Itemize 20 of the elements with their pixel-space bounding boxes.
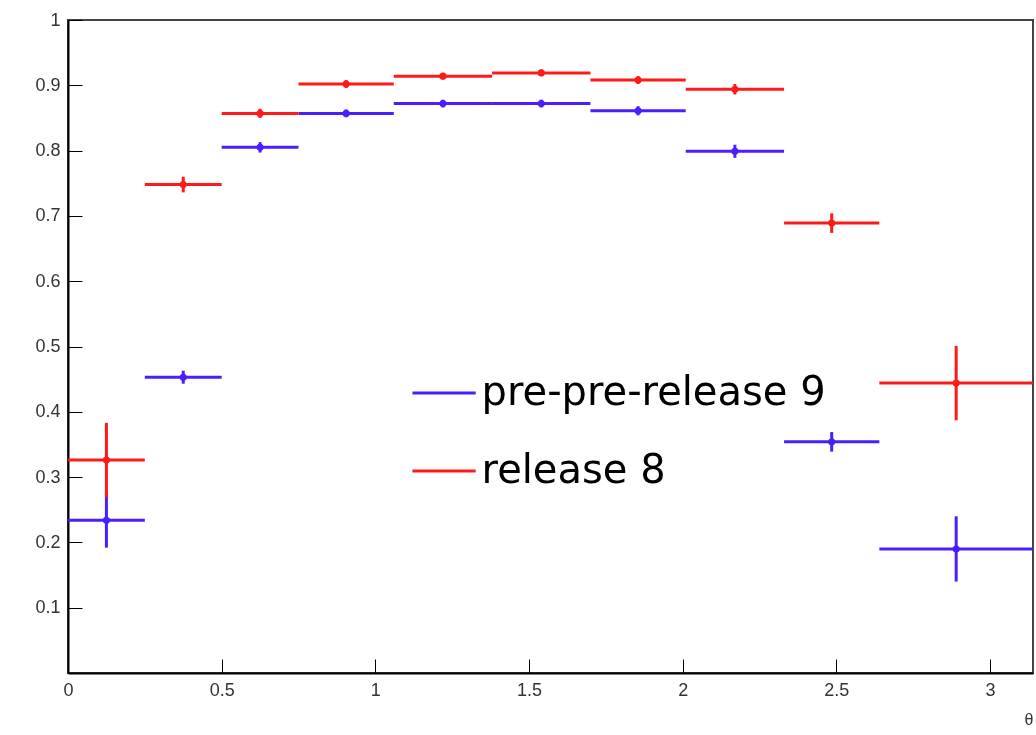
x-tick-label: 0.5 <box>209 679 235 700</box>
y-tick-label: 0.3 <box>35 466 61 487</box>
x-tick-label: 3 <box>985 679 996 700</box>
x-tick-label: 2.5 <box>824 679 850 700</box>
x-axis-title: θ <box>1024 710 1034 728</box>
y-tick-label: 1 <box>50 9 61 30</box>
legend-label: pre-pre-release 9 <box>481 368 826 415</box>
y-tick-label: 0.7 <box>35 205 61 226</box>
y-tick-label: 0.2 <box>35 531 61 552</box>
y-tick-label: 0.8 <box>35 140 61 161</box>
x-tick-label: 2 <box>678 679 689 700</box>
x-tick-label: 0 <box>63 679 74 700</box>
x-tick-label: 1.5 <box>516 679 542 700</box>
y-tick-label: 0.6 <box>35 270 61 291</box>
y-tick-label: 0.4 <box>35 401 61 422</box>
legend-label: release 8 <box>481 446 666 493</box>
y-tick-label: 0.1 <box>35 597 61 618</box>
y-tick-label: 0.9 <box>35 74 61 95</box>
y-tick-label: 0.5 <box>35 336 61 356</box>
x-tick-label: 1 <box>370 679 381 700</box>
